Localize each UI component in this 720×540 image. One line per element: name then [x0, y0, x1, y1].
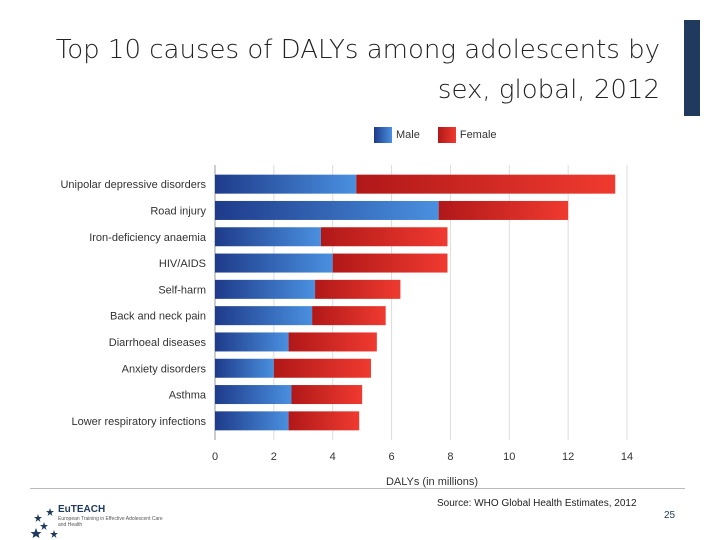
- slide-title: Top 10 causes of DALYs among adolescents…: [55, 35, 660, 105]
- bar-female: [288, 332, 377, 352]
- category-label: Self-harm: [158, 284, 206, 296]
- legend-label-female: Female: [459, 129, 497, 141]
- x-tick-label: 8: [447, 451, 453, 463]
- x-tick-label: 10: [503, 451, 515, 463]
- eu-stars-logo-icon: [30, 508, 58, 538]
- category-label: Lower respiratory infections: [71, 416, 206, 428]
- bar-male: [215, 358, 274, 378]
- x-tick-label: 0: [212, 451, 218, 463]
- bar-male: [215, 332, 289, 352]
- x-tick-label: 6: [389, 451, 395, 463]
- chart-legend: Male Female: [374, 127, 515, 143]
- category-label: HIV/AIDS: [159, 258, 206, 270]
- category-label: Diarrhoeal diseases: [109, 337, 207, 349]
- bar-male: [215, 227, 321, 247]
- legend-swatch-female: [437, 127, 456, 143]
- bar-male: [215, 200, 439, 220]
- logo-subtitle: European Training in Effective Adolescen…: [58, 516, 163, 528]
- legend-label-male: Male: [396, 129, 420, 141]
- bar-male: [215, 174, 357, 194]
- x-tick-label: 4: [330, 451, 336, 463]
- category-label: Back and neck pain: [110, 311, 206, 323]
- source-note: Source: WHO Global Health Estimates, 201…: [437, 498, 637, 509]
- bar-female: [332, 253, 448, 273]
- x-tick-label: 2: [271, 451, 277, 463]
- category-label: Asthma: [169, 390, 207, 402]
- accent-bar: [684, 20, 700, 116]
- bar-female: [291, 385, 363, 405]
- x-axis-title: DALYs (in millions): [386, 476, 478, 488]
- category-label: Iron-deficiency anaemia: [89, 232, 207, 244]
- bar-female: [312, 306, 386, 326]
- legend-swatch-male: [374, 127, 392, 143]
- bar-female: [438, 200, 569, 220]
- bar-female: [356, 174, 616, 194]
- bar-male: [215, 385, 292, 405]
- bar-male: [215, 279, 316, 299]
- bar-chart: Unipolar depressive disorders Road injury…: [60, 165, 633, 488]
- bar-male: [215, 306, 313, 326]
- bar-female: [320, 227, 448, 247]
- x-tick-label: 14: [621, 451, 633, 463]
- page-number: 25: [664, 510, 676, 521]
- bar-male: [215, 411, 289, 431]
- bar-female: [288, 411, 360, 431]
- bar-female: [273, 358, 371, 378]
- bar-male: [215, 253, 333, 273]
- category-label: Unipolar depressive disorders: [60, 179, 206, 191]
- x-tick-label: 12: [562, 451, 574, 463]
- footer-divider: [30, 488, 685, 489]
- category-label: Road injury: [150, 205, 206, 217]
- category-label: Anxiety disorders: [122, 363, 207, 375]
- logo-name: EuTEACH: [58, 504, 106, 515]
- bar-female: [315, 279, 401, 299]
